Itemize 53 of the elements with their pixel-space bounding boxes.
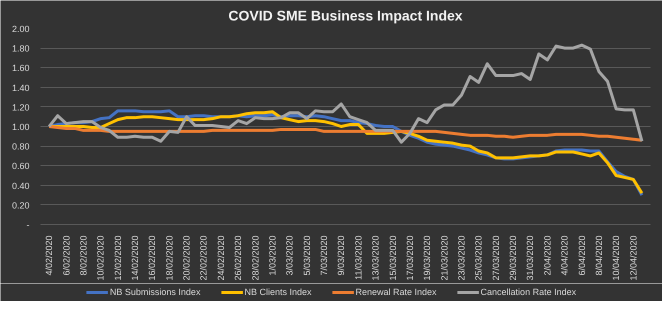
x-tick-label: 18/02/2020 [164, 235, 174, 281]
y-tick-label: - [26, 220, 30, 230]
x-tick-label: 2/04/2020 [542, 235, 552, 276]
x-tick-label: 24/02/2020 [216, 235, 226, 281]
chart-title: COVID SME Business Impact Index [228, 8, 463, 24]
x-tick-label: 10/02/2020 [96, 235, 106, 281]
x-tick-label: 1/03/2020 [267, 235, 278, 276]
x-tick-label: 12/02/2020 [112, 235, 123, 281]
x-tick-label: 7/03/2020 [319, 235, 330, 276]
x-tick-label: 8/02/2020 [78, 235, 88, 276]
x-tick-label: 16/02/2020 [147, 235, 158, 281]
x-tick-label: 19/03/2020 [422, 235, 432, 281]
legend-label: Cancellation Rate Index [480, 287, 576, 297]
x-tick-label: 20/02/2020 [182, 235, 192, 281]
y-tick-label: 1.60 [12, 63, 30, 74]
x-tick-label: 23/03/2020 [456, 235, 466, 281]
x-tick-label: 17/03/2020 [404, 235, 415, 281]
x-tick-label: 13/03/2020 [370, 235, 381, 281]
x-tick-label: 12/04/2020 [628, 235, 638, 281]
x-tick-label: 26/02/2020 [233, 235, 244, 281]
x-tick-label: 29/03/2020 [508, 235, 518, 281]
x-tick-label: 14/02/2020 [130, 235, 140, 281]
x-tick-label: 31/03/2020 [525, 235, 536, 281]
legend-label: Renewal Rate Index [355, 287, 437, 297]
legend-label: NB Clients Index [244, 287, 312, 297]
line-series [48, 125, 644, 142]
x-tick-label: 15/03/2020 [388, 235, 398, 281]
x-tick-label: 21/03/2020 [439, 235, 450, 281]
y-tick-label: 1.40 [12, 82, 30, 93]
x-tick-label: 25/03/2020 [474, 235, 484, 281]
y-tick-label: 0.20 [12, 200, 30, 210]
x-tick-label: 5/03/2020 [302, 235, 312, 276]
x-tick-label: 22/02/2020 [198, 235, 209, 281]
y-tick-label: 1.80 [12, 44, 30, 54]
y-tick-label: 1.20 [12, 102, 30, 112]
line-series [48, 44, 644, 144]
x-tick-label: 11/03/2020 [353, 235, 364, 280]
x-tick-label: 28/02/2020 [250, 235, 260, 281]
x-tick-label: 8/04/2020 [594, 235, 604, 276]
y-tick-label: 0.80 [12, 142, 30, 152]
x-tick-label: 10/04/2020 [611, 235, 622, 281]
x-tick-label: 4/02/2020 [44, 235, 54, 276]
x-tick-label: 3/03/2020 [284, 235, 295, 276]
x-tick-label: 6/02/2020 [61, 235, 72, 276]
y-tick-label: 0.60 [12, 161, 30, 172]
x-tick-label: 9/03/2020 [336, 235, 346, 276]
x-tick-label: 27/03/2020 [490, 235, 501, 281]
y-tick-label: 0.40 [12, 180, 30, 191]
y-tick-label: 1.00 [12, 122, 30, 132]
y-tick-label: 2.00 [12, 24, 30, 34]
legend-label: NB Submissions Index [110, 287, 200, 297]
x-tick-label: 6/04/2020 [576, 235, 587, 276]
x-tick-label: 4/04/2020 [560, 235, 570, 276]
